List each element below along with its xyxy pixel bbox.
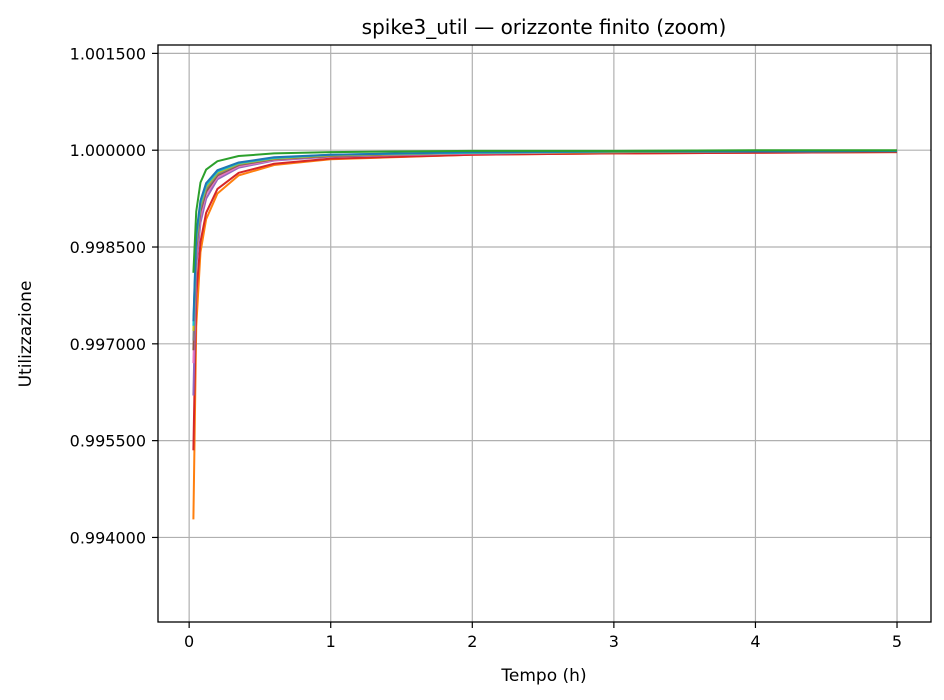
y-axis-label: Utilizzazione [16,281,36,388]
x-tick-label: 3 [609,632,619,651]
series-line [192,149,898,341]
y-axis: 0.994000 0.995500 0.997000 0.998500 1.000000… [70,44,158,547]
y-tick-label: 0.994000 [70,528,146,547]
chart-title: spike3_util — orizzonte finito (zoom) [362,15,727,39]
x-axis-label: Tempo (h) [500,666,586,686]
x-tick-label: 4 [750,632,760,651]
series-line [192,149,898,331]
series-line [192,149,898,322]
x-axis: 0 1 2 3 4 5 [184,622,902,651]
y-tick-label: 1.001500 [70,44,146,63]
x-tick-label: 1 [326,632,336,651]
x-tick-label: 5 [892,632,902,651]
series-line [192,151,898,520]
series-line [192,150,898,351]
series-line [192,150,898,396]
y-tick-label: 0.995500 [70,432,146,451]
series-line [192,151,898,451]
grid [158,45,931,622]
x-tick-label: 0 [184,632,194,651]
plot-frame [157,44,932,623]
y-tick-label: 0.997000 [70,335,146,354]
y-tick-label: 1.000000 [70,141,146,160]
series-line [192,149,898,273]
x-tick-label: 2 [467,632,477,651]
y-tick-label: 0.998500 [70,238,146,257]
series-group [192,149,898,520]
series-line [192,150,898,364]
series-line [192,149,898,326]
